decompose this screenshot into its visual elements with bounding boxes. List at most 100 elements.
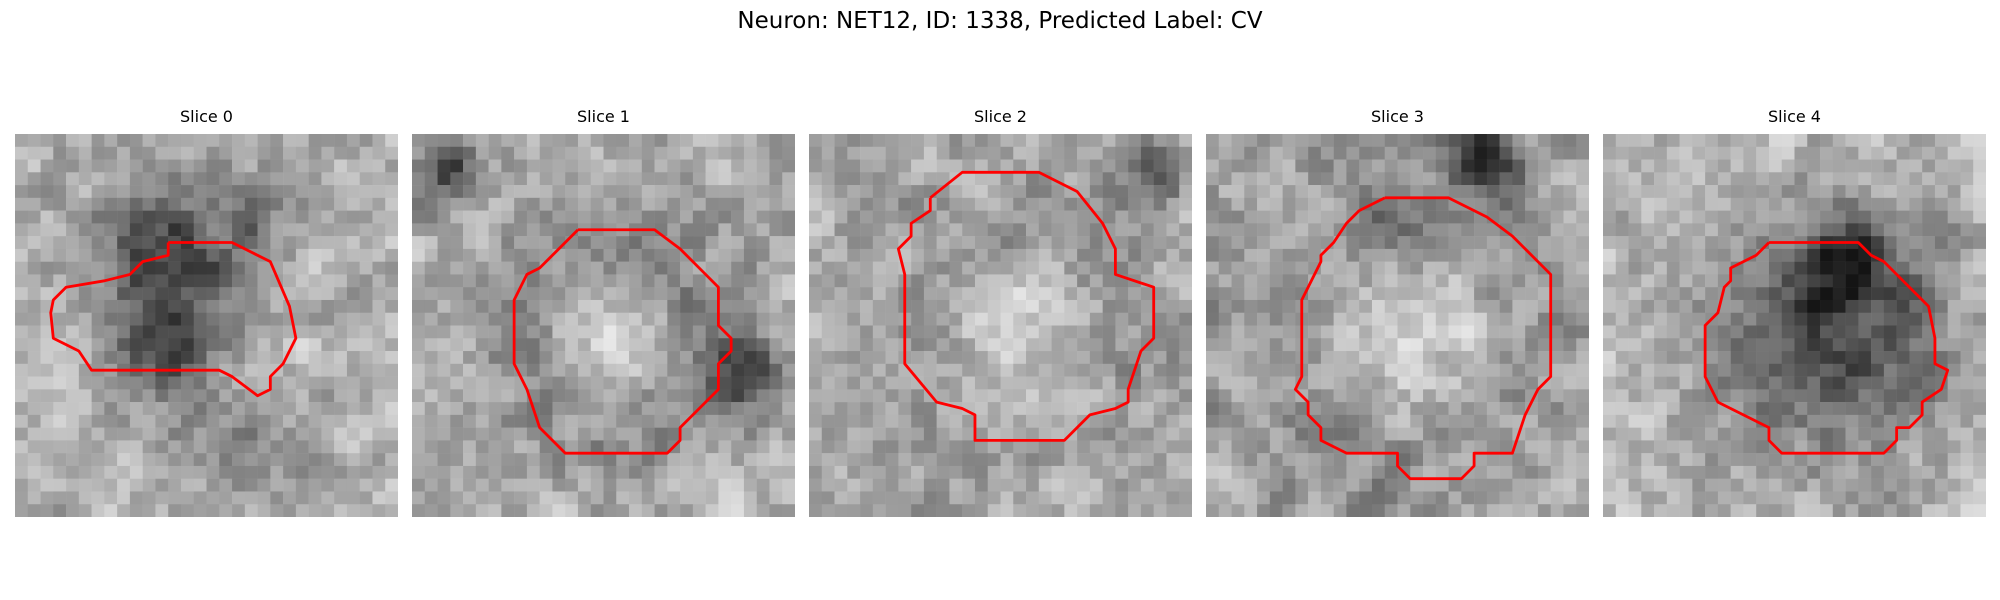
pixel [1231, 504, 1245, 517]
pixel [1756, 312, 1770, 326]
pixel [1499, 159, 1513, 173]
pixel [1231, 363, 1245, 377]
pixel [1166, 172, 1180, 186]
pixel [680, 236, 694, 250]
pixel [667, 414, 681, 428]
pixel [1499, 453, 1513, 467]
pixel [616, 210, 630, 224]
pixel [1820, 134, 1834, 148]
pixel [1308, 185, 1322, 199]
pixel [1499, 274, 1513, 288]
pixel [1013, 261, 1027, 275]
pixel [539, 402, 553, 416]
pixel [1257, 338, 1271, 352]
pixel [1448, 223, 1462, 237]
pixel [437, 491, 451, 505]
pixel [1641, 172, 1655, 186]
pixel [1717, 504, 1731, 517]
pixel [1410, 159, 1424, 173]
pixel [718, 389, 732, 403]
pixel [1423, 402, 1437, 416]
pixel [1397, 159, 1411, 173]
pixel [1384, 134, 1398, 148]
pixel [257, 351, 271, 365]
pixel [308, 414, 322, 428]
pixel [1871, 504, 1885, 517]
pixel [1140, 402, 1154, 416]
pixel [1845, 465, 1859, 479]
pixel [475, 440, 489, 454]
pixel [1333, 504, 1347, 517]
pixel [232, 427, 246, 441]
pixel [1282, 504, 1296, 517]
pixel [923, 453, 937, 467]
pixel [308, 287, 322, 301]
pixel [1525, 134, 1539, 148]
pixel [1320, 491, 1334, 505]
pixel [1628, 210, 1642, 224]
pixel [1934, 134, 1948, 148]
pixel [1550, 427, 1564, 441]
pixel [1179, 414, 1192, 428]
pixel [1179, 248, 1192, 262]
pixel [1896, 440, 1910, 454]
pixel [692, 134, 706, 148]
pixel [898, 185, 912, 199]
pixel [705, 134, 719, 148]
pixel [1384, 376, 1398, 390]
pixel [463, 312, 477, 326]
pixel [1051, 338, 1065, 352]
pixel [821, 134, 835, 148]
pixel [847, 478, 861, 492]
pixel [346, 299, 360, 313]
pixel [1563, 134, 1577, 148]
pixel [654, 325, 668, 339]
pixel [1077, 134, 1091, 148]
pixel [1102, 274, 1116, 288]
pixel [501, 504, 515, 517]
pixel [1000, 236, 1014, 250]
pixel [756, 427, 770, 441]
pixel [680, 351, 694, 365]
pixel [692, 351, 706, 365]
pixel [1140, 504, 1154, 517]
pixel [911, 287, 925, 301]
pixel [769, 248, 783, 262]
pixel [412, 402, 426, 416]
pixel [1077, 427, 1091, 441]
pixel [1333, 363, 1347, 377]
pixel [1115, 287, 1129, 301]
pixel [463, 134, 477, 148]
pixel [1896, 134, 1910, 148]
pixel [270, 185, 284, 199]
pixel [1244, 453, 1258, 467]
pixel [488, 402, 502, 416]
pixel [1947, 427, 1961, 441]
pixel [1743, 427, 1757, 441]
pixel [1140, 427, 1154, 441]
pixel [1654, 465, 1668, 479]
pixel [193, 146, 207, 160]
pixel [257, 491, 271, 505]
pixel [692, 478, 706, 492]
pixel [1461, 351, 1475, 365]
pixel [1666, 134, 1680, 148]
pixel [1423, 261, 1437, 275]
pixel [308, 159, 322, 173]
pixel [680, 491, 694, 505]
pixel [1756, 210, 1770, 224]
pixel [1064, 299, 1078, 313]
pixel [1128, 248, 1142, 262]
pixel [1499, 402, 1513, 416]
pixel [244, 172, 258, 186]
pixel [385, 223, 398, 237]
pixel [1563, 376, 1577, 390]
pixel [1140, 248, 1154, 262]
pixel [270, 248, 284, 262]
pixel [1333, 402, 1347, 416]
slice-image [809, 134, 1192, 517]
pixel [629, 402, 643, 416]
pixel [463, 402, 477, 416]
pixel [514, 402, 528, 416]
pixel [372, 185, 386, 199]
